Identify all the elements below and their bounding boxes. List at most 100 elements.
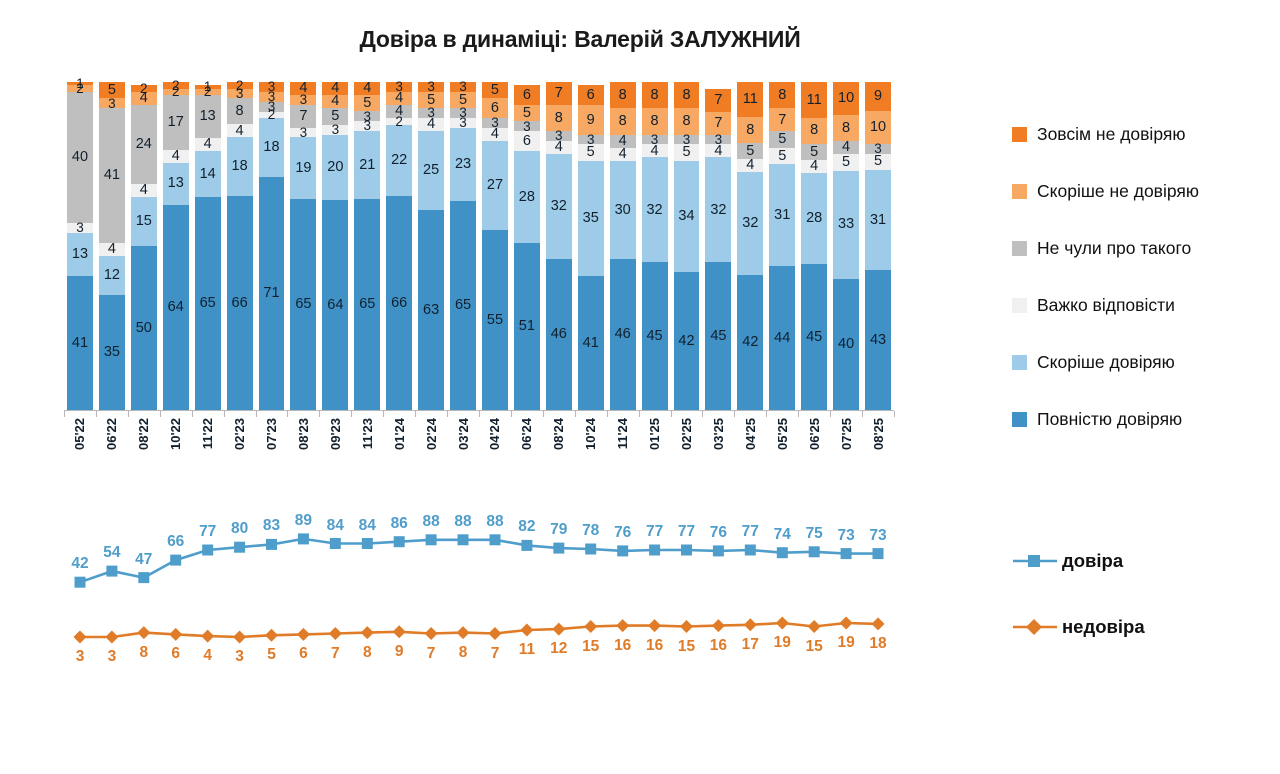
bar-segment-value: 66 [231,294,248,311]
bar-segment-value: 28 [806,210,823,227]
legend-item-not_heard[interactable]: Не чули про такого [1012,220,1272,277]
bar-segment: 4 [609,147,636,161]
distrust-value-label: 15 [582,637,600,655]
line-marker [296,627,310,641]
bar-segment: 5 [865,153,891,170]
line-marker [202,544,214,556]
bar-segment: 5 [769,131,796,148]
bar-segment: 4 [322,94,349,108]
bar-column: 7 8 3 4 32 46 [543,82,575,410]
line-legend-item[interactable]: довіра [1012,528,1272,594]
bar-column: 3 5 3 3 23 65 [447,80,479,410]
bar-segment-value: 5 [107,81,116,98]
bar-segment: 4 [322,80,349,97]
x-axis-label: 02'25 [678,418,694,451]
bar-segment: 4 [130,90,157,107]
distrust-value-label: 8 [362,643,372,661]
bar-segment: 3 [67,220,93,236]
bar-segment-value: 8 [778,86,787,103]
bar-segment: 2 [130,82,157,95]
bar-segment: 5 [673,144,700,161]
bar-segment-value: 2 [395,113,403,129]
bar-segment: 23 [450,127,476,202]
x-axis-label: 08'24 [551,418,567,451]
bar-segment-value: 4 [235,122,244,139]
bar-segment-value: 65 [295,296,312,313]
bar-segment-value: 3 [491,115,499,131]
bar-segment-value: 11 [742,91,758,108]
distrust-value-label: 7 [330,644,340,662]
bar-segment-value: 41 [103,167,120,184]
bar-segment-value: 1 [203,79,212,95]
line-chart: 42 54 47 66 77 80 83 89 84 84 86 88 88 88 82 79 78 76 77 77… [64,492,894,682]
bar-segment: 15 [130,196,157,246]
bar-segment: 65 [194,196,221,410]
bar-segment-value: 4 [299,80,308,97]
line-marker [105,630,119,644]
distrust-value-label: 3 [235,648,244,665]
bar-segment-value: 13 [199,108,216,125]
bar-segment-value: 43 [869,331,887,348]
bar-segment-value: 7 [778,111,787,128]
legend-item-hard_answer[interactable]: Важко відповісти [1012,277,1272,334]
line-marker [744,544,756,556]
bar-segment-value: 19 [295,160,312,177]
line-marker [521,539,533,551]
bar-segment-value: 4 [139,90,148,107]
page-title: Довіра в динаміці: Валерій ЗАЛУЖНИЙ [359,26,801,52]
line-legend-item[interactable]: недовіра [1012,594,1272,660]
bar-segment-value: 4 [331,80,340,97]
legend-swatch-icon [1012,355,1027,370]
distrust-value-label: 11 [518,641,536,658]
bar-segment: 7 [545,82,572,105]
axis-tick [510,411,512,417]
trust-value-label: 47 [135,550,153,568]
bar-segment-value: 65 [454,297,472,314]
bar-segment-value: 4 [714,142,723,159]
bar-segment-value: 3 [682,131,691,147]
legend-item-rather_distrust[interactable]: Скоріше не довіряю [1012,163,1272,220]
bar-segment: 46 [609,259,636,410]
stacked-bar-chart: 1 2 40 3 13 41 5 3 41 4 12 35 2 4 24 4 15 50 2 2 17 4 13 64 1 2 13… [64,77,894,410]
bar-segment-value: 5 [810,143,819,160]
bar-column: 1 2 13 4 14 65 [192,79,224,410]
bar-segment: 41 [577,275,604,410]
bar-segment-value: 4 [395,90,404,107]
bar-segment-value: 5 [522,104,531,121]
distrust-value-label: 16 [709,636,728,654]
line-marker [839,616,853,630]
bar-column: 6 5 3 6 28 51 [511,82,543,410]
bar-segment: 43 [865,270,891,410]
bar-segment-value: 3 [267,98,276,114]
bar-segment-value: 8 [682,86,691,103]
bar-segment: 5 [98,81,125,99]
bar-segment-value: 27 [486,177,504,194]
bar-segment: 64 [322,200,349,410]
distrust-value-label: 6 [171,645,180,663]
bar-segment: 6 [481,98,508,119]
bar-segment: 3 [545,129,572,142]
bar-segment-value: 64 [167,299,184,315]
bar-segment: 3 [513,120,540,133]
legend-item-label: Скоріше довіряю [1037,352,1175,372]
legend-item-label: Не чули про такого [1037,238,1192,258]
bar-segment: 6 [513,85,540,106]
axis-tick [798,411,800,417]
legend-item-not_at_all[interactable]: Зовсім не довіряю [1012,106,1272,163]
diamond-marker-icon [1012,618,1058,636]
bar-segment: 2 [162,85,189,98]
bar-segment-value: 50 [135,319,152,336]
line-marker [265,628,278,642]
trust-value-label: 76 [709,523,728,541]
bar-column: 8 8 3 5 34 42 [671,82,703,410]
line-marker [776,547,788,559]
bar-segment-value: 3 [76,220,84,236]
bar-segment-value: 13 [167,175,184,192]
legend-item-full_trust[interactable]: Повністю довіряю [1012,391,1272,448]
axis-tick [127,411,129,417]
bar-segment: 3 [577,133,604,146]
bar-segment: 4 [226,122,253,139]
x-axis-label: 09'23 [327,418,343,451]
legend-item-rather_trust[interactable]: Скоріше довіряю [1012,334,1272,391]
bar-segment-value: 66 [391,294,408,311]
